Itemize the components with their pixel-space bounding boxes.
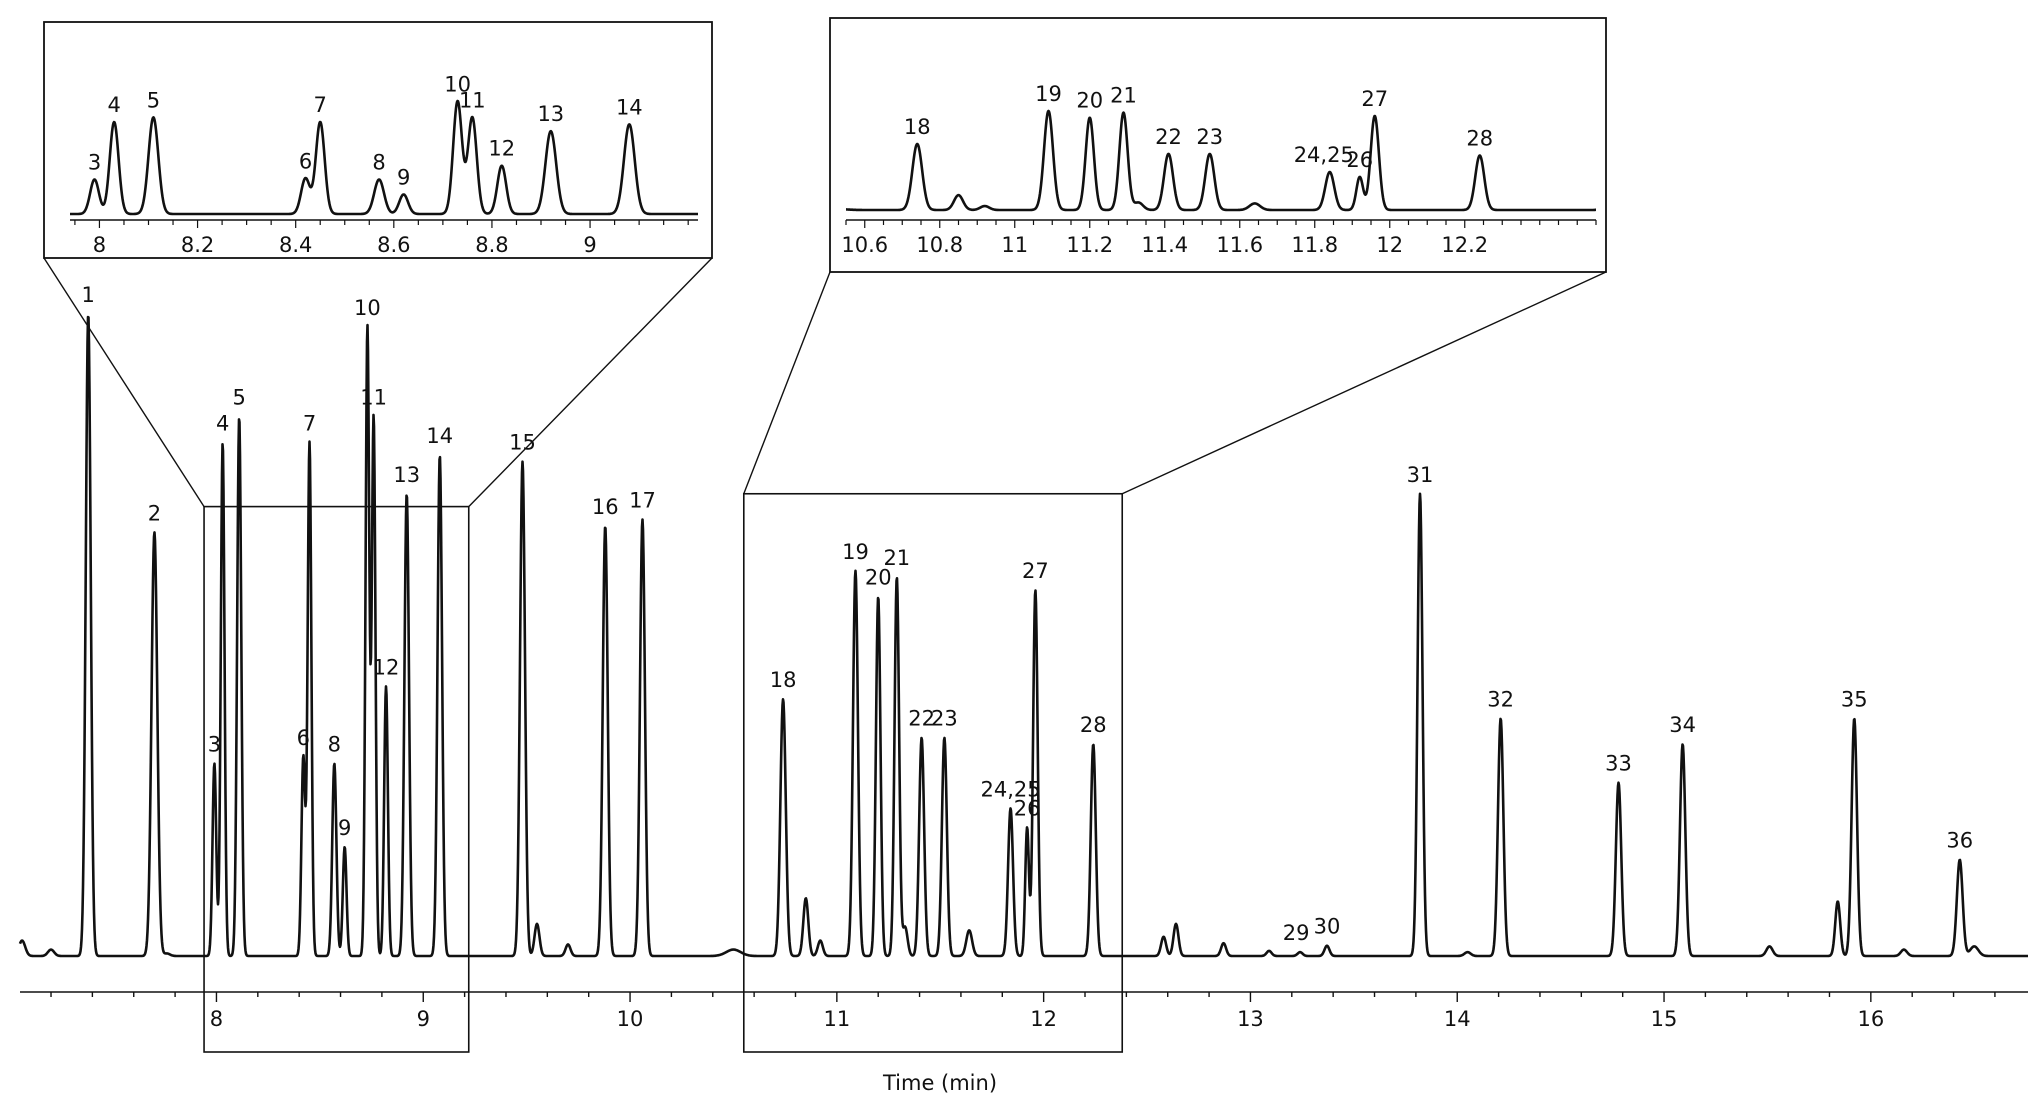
inset-trace bbox=[845, 109, 1597, 212]
inset-peak-label: 14 bbox=[616, 95, 643, 119]
peak-label: 36 bbox=[1946, 829, 1973, 853]
inset-peak-label: 27 bbox=[1361, 87, 1388, 111]
inset-peak-label: 20 bbox=[1076, 89, 1103, 113]
peak-label: 19 bbox=[842, 540, 869, 564]
inset-peak-label: 12 bbox=[488, 137, 515, 161]
inset-peak-label: 9 bbox=[397, 165, 410, 189]
peak-label: 6 bbox=[297, 726, 310, 750]
inset-x-tick-label: 11.2 bbox=[1066, 233, 1113, 257]
peak-label: 10 bbox=[354, 296, 381, 320]
inset-x-tick-label: 8 bbox=[93, 233, 106, 257]
peak-label: 3 bbox=[208, 732, 221, 756]
inset-peak-label: 6 bbox=[299, 149, 312, 173]
inset-frame bbox=[43, 21, 713, 259]
inset-2: 10.6 10.8 11 11.2 11.4 11.6 11.8 12 12.2 18 19 20 21… bbox=[829, 17, 1607, 273]
inset-peak-label: 8 bbox=[372, 151, 385, 175]
zoom-region-box bbox=[742, 492, 1124, 1053]
peak-label: 11 bbox=[360, 386, 387, 410]
inset-peak-label: 10 bbox=[444, 72, 471, 96]
peak-label: 13 bbox=[393, 463, 420, 487]
peak-label: 26 bbox=[1014, 797, 1041, 821]
peak-label: 8 bbox=[328, 732, 341, 756]
peak-label: 28 bbox=[1080, 713, 1107, 737]
inset-x-tick-label: 10.8 bbox=[916, 233, 963, 257]
peak-label: 30 bbox=[1314, 915, 1341, 939]
peak-label: 33 bbox=[1605, 752, 1632, 776]
x-tick-label: 13 bbox=[1237, 1007, 1264, 1031]
peak-label: 1 bbox=[82, 283, 95, 307]
inset-peak-label: 7 bbox=[314, 93, 327, 117]
zoom-region-box bbox=[203, 505, 470, 1053]
inset-x-tick-label: 11.6 bbox=[1216, 233, 1263, 257]
chromatogram-trace bbox=[18, 315, 2029, 958]
peak-label: 20 bbox=[865, 565, 892, 589]
inset-peak-label: 4 bbox=[107, 93, 120, 117]
peak-label: 9 bbox=[338, 816, 351, 840]
x-tick-label: 14 bbox=[1444, 1007, 1471, 1031]
inset-x-tick-label: 9 bbox=[583, 233, 596, 257]
zoom-connector-line bbox=[743, 271, 831, 495]
inset-peak-label: 3 bbox=[88, 151, 101, 175]
inset-frame bbox=[829, 17, 1607, 273]
inset-peak-label: 11 bbox=[459, 88, 486, 112]
peak-label: 18 bbox=[770, 668, 797, 692]
inset-x-tick-label: 8.8 bbox=[475, 233, 508, 257]
inset-peak-label: 21 bbox=[1110, 84, 1137, 108]
x-tick-label: 11 bbox=[823, 1007, 850, 1031]
peak-label: 17 bbox=[629, 488, 656, 512]
peak-label: 32 bbox=[1487, 687, 1514, 711]
inset-x-tick-label: 12.2 bbox=[1441, 233, 1488, 257]
inset-x-tick-label: 11.4 bbox=[1141, 233, 1188, 257]
inset-x-tick-label: 10.6 bbox=[841, 233, 888, 257]
inset-peak-label: 22 bbox=[1155, 125, 1182, 149]
x-tick-label: 12 bbox=[1030, 1007, 1057, 1031]
x-axis-label: Time (min) bbox=[882, 1071, 997, 1095]
inset-trace bbox=[69, 99, 699, 216]
x-tick-label: 9 bbox=[417, 1007, 430, 1031]
inset-x-tick-label: 8.2 bbox=[181, 233, 214, 257]
peak-label: 29 bbox=[1283, 921, 1310, 945]
inset-x-tick-label: 8.6 bbox=[377, 233, 410, 257]
inset-peak-label: 19 bbox=[1035, 82, 1062, 106]
zoom-connector-line bbox=[468, 257, 713, 508]
x-tick-label: 16 bbox=[1857, 1007, 1884, 1031]
zoom-connector-line bbox=[1121, 271, 1607, 495]
peak-label: 5 bbox=[233, 386, 246, 410]
zoom-connector-line bbox=[43, 257, 205, 507]
inset-peak-label: 5 bbox=[147, 88, 160, 112]
inset-peak-label: 23 bbox=[1196, 125, 1223, 149]
inset-peak-label: 13 bbox=[537, 102, 564, 126]
peak-label: 22 bbox=[908, 707, 935, 731]
x-tick-label: 10 bbox=[617, 1007, 644, 1031]
inset-peak-label: 28 bbox=[1466, 127, 1493, 151]
inset-peak-label: 24,25 bbox=[1294, 143, 1354, 167]
x-tick-label: 8 bbox=[210, 1007, 223, 1031]
x-tick-label: 15 bbox=[1651, 1007, 1678, 1031]
peak-label: 14 bbox=[426, 424, 453, 448]
peak-label: 16 bbox=[592, 495, 619, 519]
inset-x-tick-label: 8.4 bbox=[279, 233, 312, 257]
peak-label: 27 bbox=[1022, 559, 1049, 583]
inset-x-tick-label: 12 bbox=[1376, 233, 1403, 257]
peak-label: 2 bbox=[148, 501, 161, 525]
peak-label: 35 bbox=[1841, 687, 1868, 711]
inset-x-tick-label: 11 bbox=[1001, 233, 1028, 257]
inset-peak-label: 18 bbox=[904, 115, 931, 139]
inset-x-tick-label: 11.8 bbox=[1291, 233, 1338, 257]
peak-label: 31 bbox=[1407, 463, 1434, 487]
inset-peak-label: 26 bbox=[1346, 148, 1373, 172]
peak-label: 24,25 bbox=[980, 777, 1040, 801]
peak-label: 23 bbox=[931, 707, 958, 731]
peak-label: 7 bbox=[303, 411, 316, 435]
peak-label: 21 bbox=[883, 546, 910, 570]
peak-label: 4 bbox=[216, 411, 229, 435]
peak-label: 34 bbox=[1669, 713, 1696, 737]
peak-label: 12 bbox=[373, 655, 400, 679]
